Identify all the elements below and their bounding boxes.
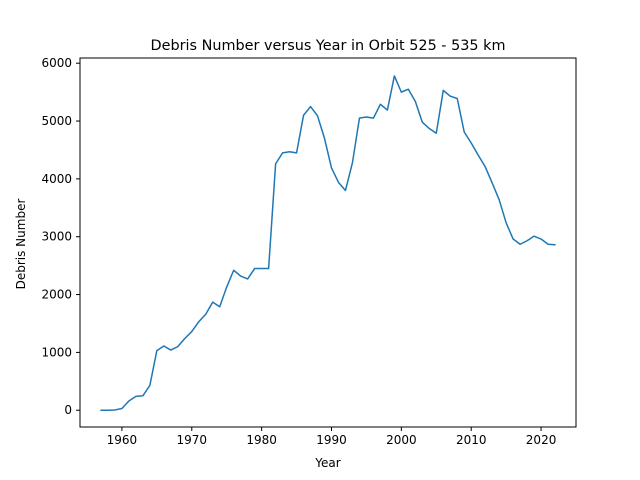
x-tick-label: 1990 [316, 433, 347, 447]
y-tick-label: 4000 [41, 172, 72, 186]
y-tick-label: 1000 [41, 345, 72, 359]
x-tick-label: 1980 [246, 433, 277, 447]
y-tick-label: 5000 [41, 114, 72, 128]
plot-area: 1960 1970 1980 1990 2000 2010 2020 0 1000 2000 300… [41, 56, 577, 447]
y-tick-label: 6000 [41, 56, 72, 70]
plot-frame [79, 57, 577, 428]
x-tick-label: 1960 [107, 433, 138, 447]
x-tick-label: 1970 [177, 433, 208, 447]
x-tick-label: 2020 [526, 433, 557, 447]
x-axis-title: Year [314, 456, 340, 470]
y-tick-label: 2000 [41, 288, 72, 302]
series-line [100, 75, 556, 411]
x-tick-label: 2010 [456, 433, 487, 447]
y-tick-label: 3000 [41, 230, 72, 244]
y-axis-title: Debris Number [14, 199, 28, 290]
y-tick-label: 0 [64, 403, 72, 417]
chart-title: Debris Number versus Year in Orbit 525 -… [151, 38, 506, 54]
x-tick-label: 2000 [386, 433, 417, 447]
